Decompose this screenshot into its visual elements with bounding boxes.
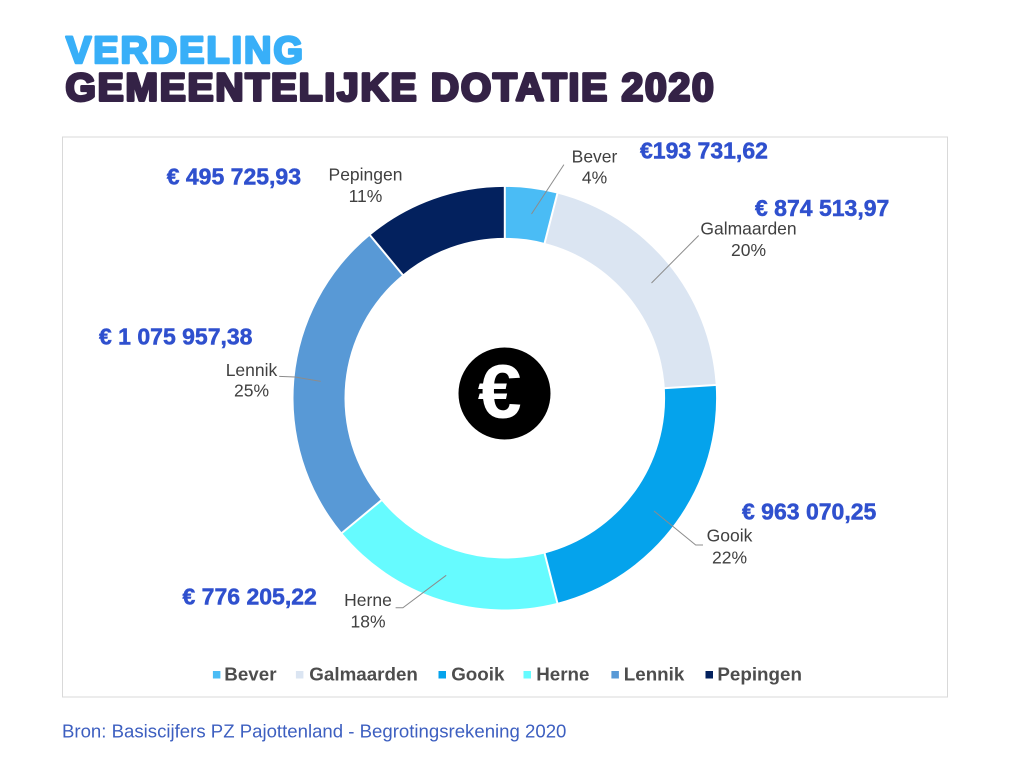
svg-text:4%: 4% [582,168,607,188]
svg-text:Lennik: Lennik [624,664,685,685]
svg-text:Galmaarden: Galmaarden [309,664,418,685]
svg-text:Galmaarden: Galmaarden [700,219,796,239]
svg-text:20%: 20% [731,240,766,260]
svg-text:€193 731,62: €193 731,62 [640,138,768,164]
svg-text:Bever: Bever [224,664,277,685]
svg-text:Pepingen: Pepingen [329,165,403,185]
svg-text:€ 776 205,22: € 776 205,22 [183,584,317,610]
svg-text:€ 963 070,25: € 963 070,25 [742,499,877,525]
svg-text:€ 1 075 957,38: € 1 075 957,38 [99,324,253,350]
svg-text:Bron: Basiscijfers PZ Pajotten: Bron: Basiscijfers PZ Pajottenland - Beg… [62,721,566,742]
svg-text:Lennik: Lennik [226,360,278,380]
svg-text:18%: 18% [350,612,385,632]
svg-text:Herne: Herne [536,664,589,685]
svg-text:25%: 25% [234,381,269,401]
svg-text:Bever: Bever [572,147,618,167]
svg-text:11%: 11% [349,186,383,206]
svg-text:VERDELING: VERDELING [66,30,305,72]
svg-text:€ 874 513,97: € 874 513,97 [755,195,889,221]
svg-text:Pepingen: Pepingen [717,664,802,685]
svg-text:Gooik: Gooik [451,664,505,685]
svg-text:Gooik: Gooik [707,526,753,546]
svg-text:GEMEENTELIJKE DOTATIE 2020: GEMEENTELIJKE DOTATIE 2020 [66,67,716,110]
svg-text:€ 495 725,93: € 495 725,93 [167,164,301,190]
svg-text:€: € [478,351,522,435]
svg-text:22%: 22% [712,548,747,568]
svg-text:Herne: Herne [344,590,392,610]
